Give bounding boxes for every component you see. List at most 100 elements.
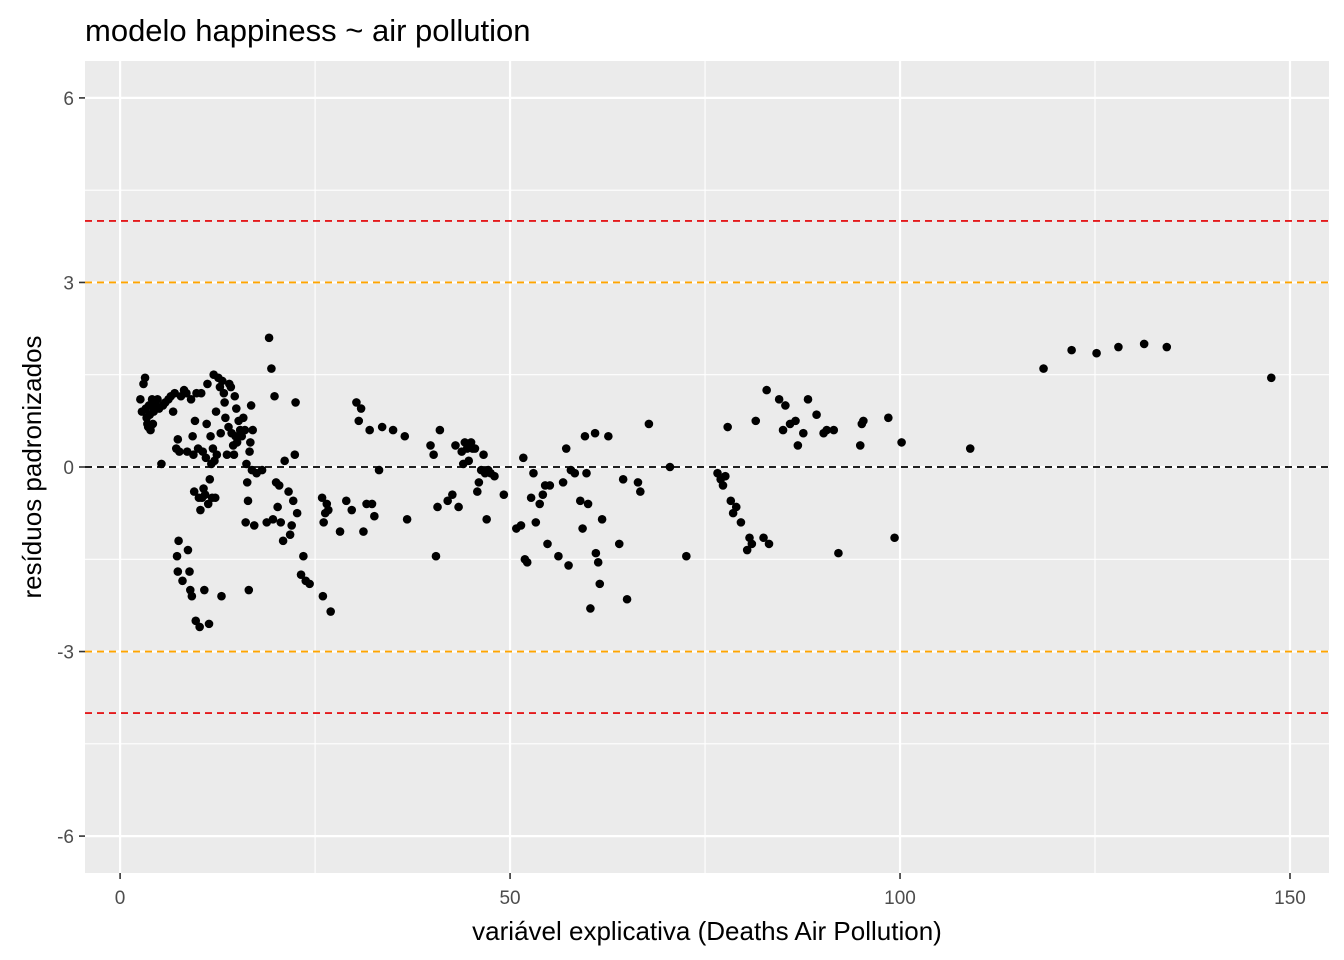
data-point	[219, 388, 229, 398]
data-point	[359, 527, 368, 536]
data-point	[793, 441, 803, 450]
data-point	[618, 475, 628, 484]
data-point	[377, 422, 387, 432]
data-point	[538, 490, 548, 499]
y-tick-label: -3	[57, 643, 74, 664]
data-point	[747, 539, 757, 549]
data-point	[230, 391, 240, 401]
data-point	[276, 518, 286, 527]
data-point	[429, 450, 438, 459]
x-tick-label: 50	[499, 888, 520, 909]
data-point	[803, 395, 813, 404]
data-point	[182, 388, 191, 398]
x-axis-title: variável explicativa (Deaths Air Polluti…	[472, 916, 942, 946]
data-point	[473, 487, 482, 496]
y-axis: -6 -3 0 3 6	[57, 89, 85, 848]
data-point	[791, 416, 800, 426]
reference-lines	[85, 220, 1329, 714]
data-point	[751, 416, 761, 426]
data-point	[220, 398, 229, 407]
data-point	[586, 604, 595, 613]
data-point	[248, 425, 257, 435]
data-point	[341, 496, 351, 506]
data-point	[335, 527, 345, 536]
data-point	[736, 518, 746, 527]
data-point	[196, 388, 206, 398]
data-point	[270, 391, 279, 401]
data-point	[1139, 339, 1149, 349]
data-point	[264, 333, 274, 343]
data-point	[595, 579, 605, 589]
data-point	[531, 518, 541, 527]
data-point	[278, 536, 288, 546]
data-point	[1162, 342, 1172, 352]
data-point	[812, 410, 821, 420]
data-point	[280, 456, 289, 466]
data-point	[965, 444, 975, 453]
data-point	[354, 416, 364, 426]
data-point	[723, 422, 732, 432]
data-point	[243, 496, 253, 506]
data-point	[257, 465, 267, 475]
data-point	[205, 475, 215, 484]
data-point	[580, 431, 590, 441]
data-point	[1114, 342, 1123, 352]
data-point	[855, 441, 865, 450]
data-point	[244, 585, 254, 595]
data-point	[781, 401, 790, 410]
data-point	[190, 416, 200, 426]
data-point	[299, 551, 308, 561]
data-point	[604, 431, 613, 441]
data-point	[526, 493, 536, 503]
data-point	[388, 425, 398, 435]
data-point	[499, 490, 509, 499]
data-point	[189, 487, 199, 496]
data-point	[799, 428, 808, 438]
x-tick-label: 0	[115, 888, 126, 909]
data-point	[352, 398, 361, 407]
data-point	[682, 551, 691, 561]
data-point	[246, 401, 256, 410]
data-point	[221, 413, 230, 423]
data-point	[326, 607, 335, 616]
data-point	[897, 438, 906, 447]
data-point	[426, 441, 435, 450]
x-tick-label: 150	[1274, 888, 1306, 909]
data-point	[482, 514, 491, 524]
data-point	[241, 518, 250, 527]
data-point	[778, 425, 788, 435]
data-point	[529, 468, 538, 478]
data-point	[211, 407, 221, 416]
data-point	[558, 478, 568, 487]
data-point	[370, 511, 379, 521]
data-point	[153, 395, 162, 404]
data-point	[136, 395, 145, 404]
data-point	[454, 502, 463, 512]
data-point	[774, 395, 784, 404]
data-point	[210, 493, 220, 503]
data-point	[564, 561, 573, 570]
data-point	[614, 539, 624, 549]
data-point	[822, 425, 832, 435]
data-point	[1039, 364, 1048, 373]
data-point	[583, 499, 593, 509]
data-point	[443, 496, 452, 506]
data-point	[305, 579, 314, 589]
data-point	[319, 518, 328, 527]
data-point	[203, 379, 212, 389]
data-point	[217, 591, 226, 601]
data-point	[296, 570, 306, 579]
data-point	[287, 521, 296, 530]
data-point	[1266, 373, 1276, 383]
data-point	[742, 545, 752, 555]
data-point	[172, 551, 182, 561]
data-point	[622, 594, 632, 604]
data-point	[356, 404, 366, 413]
data-point	[570, 468, 580, 478]
data-point	[636, 487, 645, 496]
data-point	[208, 444, 218, 453]
data-point	[464, 456, 474, 466]
data-point	[451, 441, 460, 450]
data-point	[157, 459, 166, 469]
